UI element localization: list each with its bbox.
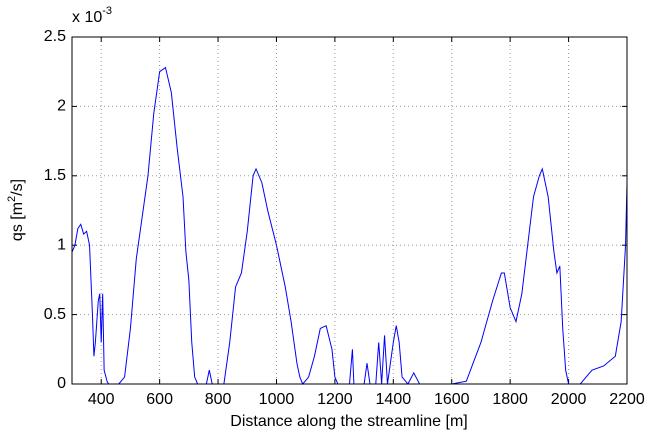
y-tick-label: 2.5 [44, 28, 66, 45]
x-tick-label: 1600 [434, 391, 470, 408]
y-tick-label: 0.5 [44, 306, 66, 323]
x-tick-label: 1200 [317, 391, 353, 408]
y-label-sup: 2 [6, 196, 18, 202]
x-tick-label: 800 [205, 391, 232, 408]
x-tick-label: 600 [146, 391, 173, 408]
x-axis-label: Distance along the streamline [m] [230, 413, 467, 430]
y-tick-label: 1.5 [44, 167, 66, 184]
y-axis-label: qs [m2/s] [6, 179, 26, 241]
x-tick-label: 400 [88, 391, 115, 408]
y-multiplier-base: x 10 [72, 9, 102, 26]
x-tick-label: 1400 [376, 391, 412, 408]
x-tick-label: 1000 [259, 391, 295, 408]
x-tick-label: 2000 [551, 391, 587, 408]
y-multiplier: x 10-3 [72, 5, 112, 26]
y-label-b: /s] [9, 179, 26, 196]
x-tick-label: 2200 [609, 391, 645, 408]
data-line [71, 66, 628, 385]
y-multiplier-exp: -3 [102, 5, 112, 17]
x-tick-label: 1800 [492, 391, 528, 408]
y-label-a: qs [m [9, 202, 26, 241]
plot-area [72, 37, 627, 384]
y-tick-label: 2 [57, 98, 66, 115]
axes-box [71, 36, 628, 385]
y-tick-label: 0 [57, 375, 66, 392]
y-tick-label: 1 [57, 236, 66, 253]
